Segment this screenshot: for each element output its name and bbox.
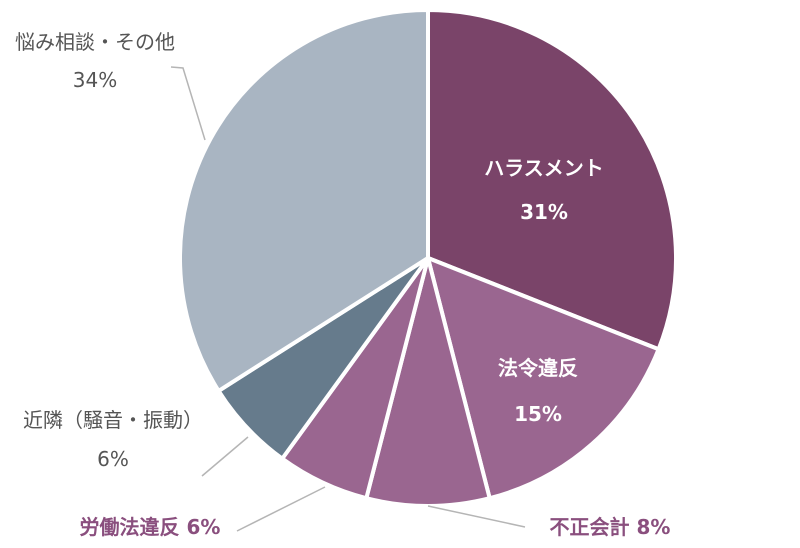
pie-slice: [426, 8, 678, 352]
pie-slice: [178, 8, 430, 393]
slice-value-label: 34%: [73, 68, 117, 92]
slice-label: 不正会計 8%: [550, 515, 671, 539]
slice-label: ハラスメント: [484, 156, 604, 180]
slice-value-label: 31%: [520, 200, 568, 224]
leader-line: [236, 486, 326, 532]
slice-label: 労働法違反 6%: [80, 515, 221, 539]
leader-line: [427, 505, 526, 528]
slice-value-label: 15%: [514, 402, 562, 426]
leader-line: [201, 436, 249, 477]
leader-line: [170, 66, 206, 141]
slice-label: 近隣（騒音・振動）: [23, 408, 203, 432]
slice-value-label: 6%: [97, 447, 129, 471]
slice-label: 法令違反: [498, 356, 578, 380]
pie-slice: [426, 256, 661, 501]
slice-label: 悩み相談・その他: [15, 30, 175, 54]
